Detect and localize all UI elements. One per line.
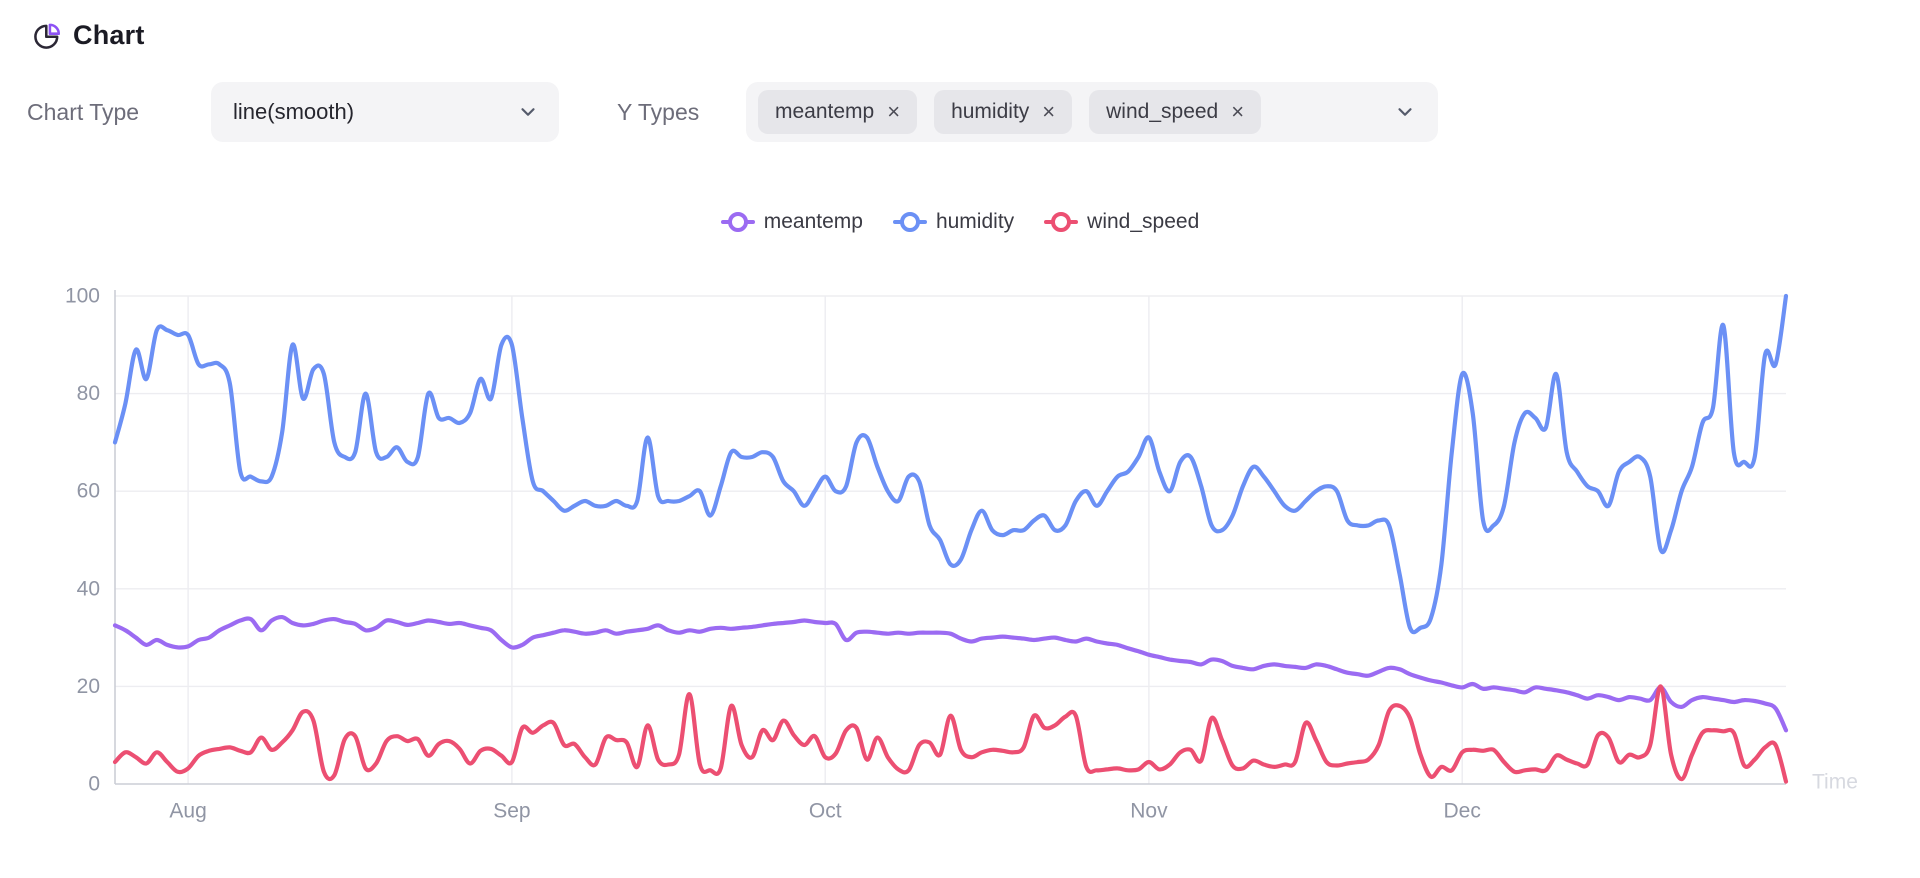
series-humidity: [112, 293, 1789, 635]
x-tick-label: Oct: [809, 800, 842, 823]
controls-row: Chart Type line(smooth) Y Types meantemp…: [0, 82, 1920, 142]
y-tick-label: 100: [65, 285, 100, 308]
y-types-multiselect[interactable]: meantemp × humidity × wind_speed ×: [746, 82, 1438, 142]
page-title: Chart: [73, 20, 145, 50]
y-types-label: Y Types: [617, 98, 700, 125]
chip-remove-icon[interactable]: ×: [1042, 99, 1056, 124]
y-tick-label: 60: [77, 480, 100, 503]
x-tick-label: Dec: [1444, 800, 1481, 823]
chip-meantemp[interactable]: meantemp ×: [758, 90, 918, 134]
chip-label: wind_speed: [1106, 100, 1219, 123]
y-tick-label: 80: [77, 382, 100, 405]
chip-label: humidity: [951, 100, 1030, 123]
x-tick-label: Aug: [169, 800, 206, 823]
legend-item-wind-speed[interactable]: wind_speed: [1044, 210, 1199, 234]
legend-label: wind_speed: [1087, 210, 1200, 233]
x-tick-label: Nov: [1130, 800, 1168, 823]
chart-type-value: line(smooth): [233, 99, 355, 124]
chart-type-label: Chart Type: [27, 98, 140, 125]
chip-remove-icon[interactable]: ×: [887, 99, 901, 124]
legend-item-humidity[interactable]: humidity: [892, 210, 1015, 234]
legend-item-meantemp[interactable]: meantemp: [720, 210, 863, 234]
chart-type-select[interactable]: line(smooth): [211, 82, 559, 142]
chip-humidity[interactable]: humidity ×: [934, 90, 1073, 134]
y-tick-label: 0: [88, 773, 100, 796]
page-header: Chart: [33, 20, 145, 51]
chevron-down-icon: [521, 108, 535, 116]
chip-label: meantemp: [775, 100, 875, 123]
series-meantemp: [112, 614, 1789, 733]
chart-legend: meantemp humidity wind_speed: [0, 210, 1920, 234]
series-wind_speed: [112, 684, 1789, 784]
chevron-down-icon: [1398, 108, 1412, 116]
legend-marker-meantemp: [720, 212, 755, 232]
x-tick-label: Sep: [493, 800, 530, 823]
legend-marker-wind-speed: [1044, 212, 1079, 232]
y-tick-label: 20: [77, 675, 100, 698]
legend-label: meantemp: [763, 210, 863, 233]
y-tick-label: 40: [77, 577, 100, 600]
x-axis-name: Time: [1812, 771, 1858, 794]
legend-label: humidity: [935, 210, 1015, 233]
legend-marker-humidity: [892, 212, 927, 232]
chip-wind-speed[interactable]: wind_speed ×: [1089, 90, 1262, 134]
chip-remove-icon[interactable]: ×: [1231, 99, 1245, 124]
pie-chart-icon: [34, 23, 61, 49]
